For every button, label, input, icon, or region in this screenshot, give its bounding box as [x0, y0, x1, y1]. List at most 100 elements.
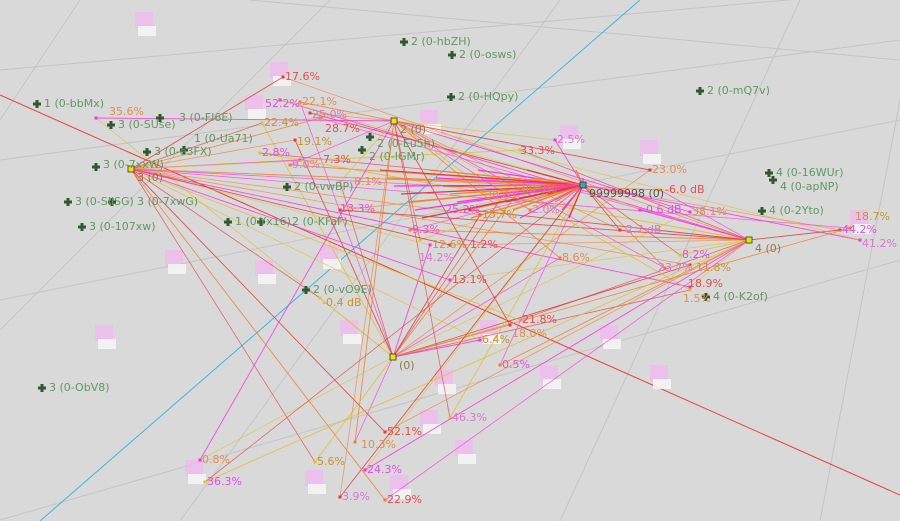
grid-line — [819, 99, 900, 521]
hub-label[interactable]: (0) — [399, 359, 415, 372]
node-marker-icon[interactable] — [180, 146, 188, 154]
hub-marker[interactable] — [389, 353, 397, 361]
endpoint-marker — [353, 440, 357, 444]
node-label[interactable]: 2 (0-mQ7v) — [707, 84, 770, 97]
link-line — [449, 239, 750, 281]
node-marker-icon[interactable] — [447, 93, 455, 101]
node-marker-icon[interactable] — [696, 87, 704, 95]
building-base — [563, 139, 581, 149]
link-value-label: 22.9% — [387, 493, 422, 506]
link-value-label: 5.6% — [317, 455, 345, 468]
node-label[interactable]: 2 (0-osws) — [459, 48, 517, 61]
node-label[interactable]: 3 (0-ObV8) — [49, 381, 110, 394]
node-marker-icon[interactable] — [769, 176, 777, 184]
node-marker-icon[interactable] — [765, 169, 773, 177]
node-marker-icon[interactable] — [143, 148, 151, 156]
node-label[interactable]: 1 (0-Ua71) — [194, 132, 253, 145]
node-marker-icon[interactable] — [400, 38, 408, 46]
node-label[interactable]: 2 (0-Eu5h) — [377, 137, 435, 150]
link-line — [393, 120, 451, 419]
node-label[interactable]: 3 (0-7xwG) — [137, 195, 199, 208]
node-label[interactable]: 3 (0-e3FX) — [154, 145, 212, 158]
link-value-label: 25.0% — [312, 108, 347, 121]
node-marker-icon[interactable] — [64, 198, 72, 206]
building-base — [853, 224, 871, 234]
grid-line — [0, 0, 794, 71]
link-line — [484, 177, 584, 186]
node-marker-icon[interactable] — [283, 183, 291, 191]
link-value-label: 11.8% — [696, 261, 731, 274]
node-marker-icon[interactable] — [224, 218, 232, 226]
endpoint-marker — [298, 158, 302, 162]
node-label[interactable]: 4 (0-apNP) — [780, 180, 839, 193]
link-line — [199, 120, 395, 461]
node-label[interactable]: 2 (0-KFaF) — [292, 215, 348, 228]
link-line — [519, 184, 584, 219]
node-label[interactable]: 4 (0-16WUr) — [776, 166, 844, 179]
node-label[interactable]: 2 (0-vO9E) — [313, 283, 372, 296]
building — [185, 460, 203, 476]
link-value-label: 22.4% — [264, 116, 299, 129]
hub-marker[interactable] — [745, 236, 753, 244]
link-line — [519, 239, 750, 321]
hub-marker[interactable] — [390, 117, 398, 125]
node-marker-icon[interactable] — [38, 384, 46, 392]
node-label[interactable]: 4 (0-K2of) — [713, 290, 768, 303]
node-marker-icon[interactable] — [358, 146, 366, 154]
node-label[interactable]: 2 (0-IGMr) — [369, 150, 425, 163]
node-label[interactable]: 1 (0-bbMx) — [44, 97, 105, 110]
node-marker-icon[interactable] — [758, 207, 766, 215]
link-value-label: 19.1% — [297, 135, 332, 148]
node-marker-icon[interactable] — [448, 51, 456, 59]
link-line — [547, 184, 584, 195]
link-line — [393, 120, 666, 269]
link-value-label: 25.2% — [445, 203, 480, 216]
hub-label[interactable]: 4 (0) — [755, 242, 782, 255]
endpoint-marker — [558, 256, 562, 260]
node-label[interactable]: 3 (0-7xxW) — [103, 158, 164, 171]
node-marker-icon[interactable] — [302, 286, 310, 294]
node-label[interactable]: 3 (0-FI6E) — [179, 111, 233, 124]
node-label[interactable]: 4 (0-2Yto) — [769, 204, 824, 217]
node-marker-icon[interactable] — [92, 163, 100, 171]
building-base — [393, 489, 411, 499]
link-line — [512, 184, 584, 211]
link-line — [392, 244, 431, 358]
node-marker-icon[interactable] — [108, 198, 116, 206]
link-line — [392, 324, 511, 358]
node-marker-icon[interactable] — [156, 114, 164, 122]
link-line — [582, 184, 841, 231]
node-label[interactable]: 3 (0-SUse) — [118, 118, 176, 131]
node-marker-icon[interactable] — [366, 133, 374, 141]
node-label[interactable]: 1 (0-Yx16) — [235, 215, 291, 228]
node-marker-icon[interactable] — [257, 218, 265, 226]
hub-marker[interactable] — [579, 181, 587, 189]
link-value-label: 13.1% — [452, 273, 487, 286]
node-marker-icon[interactable] — [78, 223, 86, 231]
endpoint-marker — [498, 363, 502, 367]
link-value-label: 33.3% — [520, 144, 555, 157]
building — [255, 260, 273, 276]
node-marker-icon[interactable] — [107, 121, 115, 129]
endpoint-marker — [688, 288, 692, 292]
building — [640, 140, 658, 156]
node-marker-icon[interactable] — [702, 293, 710, 301]
hub-label[interactable]: 99999998 (0) — [589, 187, 665, 200]
building-base — [643, 154, 661, 164]
hub-marker[interactable] — [127, 165, 135, 173]
hub-label[interactable]: 2 (0) — [400, 123, 427, 136]
node-label[interactable]: 3 (0-107xw) — [89, 220, 156, 233]
hub-label[interactable]: 3 (0) — [137, 171, 164, 184]
building — [305, 470, 323, 486]
node-label[interactable]: 3 (0-SIlSG) — [75, 195, 134, 208]
endpoint-marker — [508, 323, 512, 327]
node-label[interactable]: 2 (0-vwBP) — [294, 180, 354, 193]
building — [245, 95, 263, 111]
node-label[interactable]: 2 (0-hbZH) — [411, 35, 471, 48]
link-line — [568, 184, 584, 219]
node-marker-icon[interactable] — [33, 100, 41, 108]
node-label[interactable]: 2 (0-HQpy) — [458, 90, 519, 103]
